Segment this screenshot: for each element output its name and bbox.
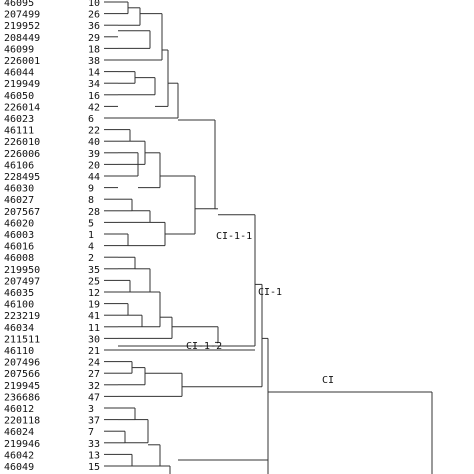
leaf-id: 220118 [4, 416, 40, 427]
leaf-id: 207497 [4, 276, 40, 287]
leaf-number: 35 [88, 265, 100, 276]
leaf-number: 10 [88, 0, 100, 9]
leaf-number: 6 [88, 114, 94, 125]
leaf-number: 37 [88, 416, 100, 427]
leaf-number: 27 [88, 369, 100, 380]
leaf-id: 219952 [4, 21, 40, 32]
leaf-id: 46035 [4, 288, 34, 299]
cluster-label-ci: CI [322, 375, 334, 386]
leaf-number: 2 [88, 253, 94, 264]
leaf-number: 24 [88, 358, 100, 369]
leaf-id: 223219 [4, 311, 40, 322]
leaf-id: 46049 [4, 462, 34, 473]
leaf-id: 46099 [4, 44, 34, 55]
leaf-id: 207496 [4, 358, 40, 369]
leaf-id: 46100 [4, 300, 34, 311]
leaf-id: 46110 [4, 346, 34, 357]
leaf-number: 5 [88, 218, 94, 229]
leaf-number: 19 [88, 300, 100, 311]
leaf-number: 30 [88, 334, 100, 345]
leaf-number: 36 [88, 21, 100, 32]
leaf-id: 219945 [4, 381, 40, 392]
leaf-id: 211511 [4, 334, 40, 345]
leaf-id: 46095 [4, 0, 34, 9]
leaf-number: 34 [88, 79, 100, 90]
leaf-number: 7 [88, 427, 94, 438]
leaf-number: 12 [88, 288, 100, 299]
leaf-id: 46030 [4, 184, 34, 195]
leaf-number: 18 [88, 44, 100, 55]
leaf-id: 46042 [4, 450, 34, 461]
leaf-id: 46034 [4, 323, 34, 334]
leaf-id: 226001 [4, 56, 40, 67]
leaf-id: 208449 [4, 33, 40, 44]
leaf-id: 46044 [4, 68, 34, 79]
leaf-id: 207567 [4, 207, 40, 218]
dendrogram-branches [104, 1, 433, 474]
leaf-number: 16 [88, 91, 100, 102]
leaf-number: 3 [88, 404, 94, 415]
leaf-id: 226014 [4, 102, 40, 113]
leaf-number: 38 [88, 56, 100, 67]
leaf-number: 41 [88, 311, 100, 322]
leaf-number: 44 [88, 172, 100, 183]
leaf-id: 226010 [4, 137, 40, 148]
leaf-number: 11 [88, 323, 100, 334]
leaf-id: 207566 [4, 369, 40, 380]
leaf-number: 1 [88, 230, 94, 241]
leaf-number: 25 [88, 276, 100, 287]
leaf-id: 46111 [4, 126, 34, 137]
leaf-id: 219950 [4, 265, 40, 276]
leaf-number: 28 [88, 207, 100, 218]
leaf-number: 15 [88, 462, 100, 473]
leaf-number: 13 [88, 450, 100, 461]
leaf-number: 26 [88, 10, 100, 21]
leaf-number: 47 [88, 392, 100, 403]
leaf-id: 219949 [4, 79, 40, 90]
leaf-id: 46012 [4, 404, 34, 415]
leaf-number: 20 [88, 160, 100, 171]
leaf-number: 33 [88, 439, 100, 450]
leaf-number: 9 [88, 184, 94, 195]
leaf-id: 46023 [4, 114, 34, 125]
leaf-number: 21 [88, 346, 100, 357]
leaf-number: 39 [88, 149, 100, 160]
leaf-id: 46027 [4, 195, 34, 206]
leaf-id: 236686 [4, 392, 40, 403]
leaf-id: 219946 [4, 439, 40, 450]
cluster-label-ci-1-1: CI-1-1 [216, 231, 252, 242]
leaf-id: 46024 [4, 427, 34, 438]
leaf-id: 226006 [4, 149, 40, 160]
cluster-label-ci-1-2: CI-1-2 [186, 341, 222, 352]
leaf-number: 29 [88, 33, 100, 44]
leaf-id: 228495 [4, 172, 40, 183]
leaf-id: 46020 [4, 218, 34, 229]
leaf-id: 46003 [4, 230, 34, 241]
leaf-id: 46050 [4, 91, 34, 102]
leaf-number: 8 [88, 195, 94, 206]
leaf-number: 14 [88, 68, 100, 79]
leaf-id: 46008 [4, 253, 34, 264]
leaf-id: 46016 [4, 242, 34, 253]
cluster-label-ci-1: CI-1 [258, 287, 282, 298]
leaf-id: 46106 [4, 160, 34, 171]
leaf-id: 207499 [4, 10, 40, 21]
leaf-number: 42 [88, 102, 100, 113]
leaf-number: 22 [88, 126, 100, 137]
leaf-number: 32 [88, 381, 100, 392]
leaf-number: 4 [88, 242, 94, 253]
leaf-number: 40 [88, 137, 100, 148]
